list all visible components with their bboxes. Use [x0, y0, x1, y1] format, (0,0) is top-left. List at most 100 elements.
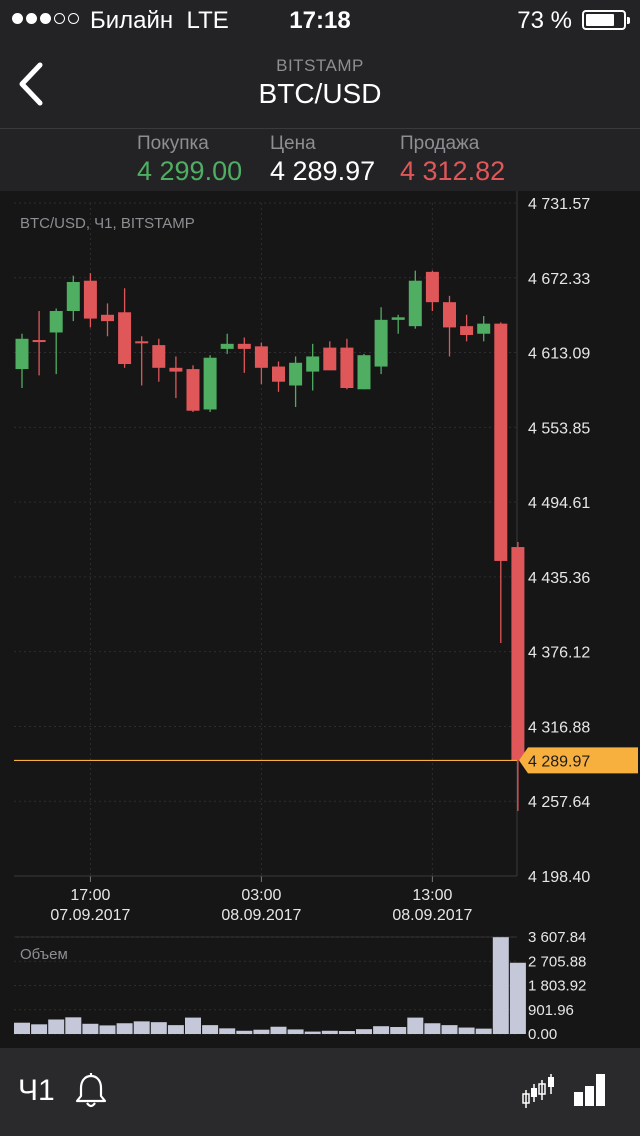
candle-body: [15, 338, 29, 370]
volume-bar: [270, 1026, 287, 1034]
bottom-toolbar: Ч1: [0, 1048, 640, 1136]
candle-body: [494, 323, 508, 561]
candle-body: [374, 319, 388, 367]
sell-value: 4 312.82: [400, 156, 506, 186]
exchange-name: BITSTAMP: [276, 56, 364, 75]
candle-body: [254, 346, 268, 368]
carrier-label: Билайн LTE: [90, 7, 229, 34]
candle-body: [135, 341, 149, 344]
buy-quote: Покупка 4 299.00: [137, 133, 242, 187]
candle-body: [220, 343, 234, 349]
volume-bar: [475, 1028, 492, 1034]
x-tick-time: 13:00: [412, 887, 452, 904]
volume-bar: [219, 1028, 236, 1034]
signal-dot: [40, 13, 51, 24]
signal-strength-icon: [12, 13, 79, 24]
status-time: 17:18: [289, 7, 351, 34]
volume-bar: [441, 1025, 458, 1034]
candle-body: [83, 280, 97, 319]
candle-body: [237, 343, 251, 349]
candle-body: [152, 345, 166, 368]
battery-percent: 73 %: [517, 7, 572, 34]
price-chart[interactable]: 4 731.57 4 672.33 4 613.09 4 553.85 4 494.61…: [0, 191, 640, 1048]
back-button[interactable]: [14, 60, 54, 108]
volume-bar: [287, 1029, 304, 1034]
x-tick-date: 08.09.2017: [392, 907, 472, 924]
volume-bar: [304, 1031, 321, 1034]
volume-bar: [14, 1022, 30, 1034]
navigation-bar: BITSTAMP BTC/USD: [0, 40, 640, 129]
candle-body: [169, 367, 183, 372]
chart-title: BTC/USD, Ч1, BITSTAMP: [20, 215, 195, 232]
candle-body: [425, 271, 439, 303]
candle-body: [460, 326, 474, 335]
candle-body: [340, 347, 354, 389]
candle-body: [408, 280, 422, 327]
battery-icon: [582, 10, 630, 30]
current-price-label: 4 289.97: [528, 753, 590, 770]
y-tick-label: 4 435.36: [528, 570, 590, 587]
volume-bar: [407, 1017, 424, 1034]
signal-dot: [12, 13, 23, 24]
candle-body: [511, 547, 525, 761]
price-label: Цена: [270, 133, 316, 154]
candle-body: [477, 323, 491, 334]
volume-bar: [253, 1029, 270, 1034]
volume-tick-label: 1 803.92: [528, 978, 586, 995]
buy-value: 4 299.00: [137, 156, 243, 186]
volume-title: Объем: [20, 946, 68, 963]
volume-bar: [82, 1023, 99, 1034]
candle-body: [323, 347, 337, 371]
signal-dot: [68, 13, 79, 24]
volume-bar: [31, 1024, 48, 1034]
bell-icon[interactable]: [74, 1072, 108, 1115]
network-type: LTE: [186, 7, 229, 34]
volume-bar: [99, 1025, 116, 1034]
y-tick-label: 4 494.61: [528, 495, 590, 512]
volume-tick-label: 901.96: [528, 1002, 574, 1019]
candle-body: [203, 357, 217, 410]
candle-body: [66, 281, 80, 312]
sell-quote: Продажа 4 312.82: [400, 133, 505, 187]
y-tick-label: 4 316.88: [528, 719, 590, 736]
page-title: BTC/USD: [258, 78, 382, 109]
x-tick-date: 07.09.2017: [50, 907, 130, 924]
status-bar: Билайн LTE 17:18 73 %: [0, 0, 640, 40]
y-tick-label: 4 553.85: [528, 420, 590, 437]
volume-bar: [321, 1030, 338, 1034]
volume-tick-label: 0.00: [528, 1026, 557, 1043]
x-tick-date: 08.09.2017: [221, 907, 301, 924]
volume-bar: [48, 1019, 65, 1034]
signal-dot: [26, 13, 37, 24]
volume-bar: [356, 1029, 372, 1034]
volume-bar: [509, 962, 526, 1034]
sell-label: Продажа: [400, 133, 480, 154]
chart-area[interactable]: 4 731.57 4 672.33 4 613.09 4 553.85 4 494.61…: [0, 191, 640, 1048]
volume-bar: [424, 1023, 441, 1034]
quotes-panel: Покупка 4 299.00 Цена 4 289.97 Продажа 4…: [0, 129, 640, 191]
candle-body: [186, 369, 200, 411]
candle-body: [443, 302, 456, 328]
candle-body: [357, 355, 371, 390]
volume-bar: [458, 1027, 475, 1034]
y-tick-label: 4 376.12: [528, 645, 590, 662]
bar-chart-icon[interactable]: [573, 1072, 607, 1113]
volume-tick-label: 3 607.84: [528, 929, 586, 946]
y-tick-label: 4 198.40: [528, 869, 590, 886]
volume-bar: [338, 1031, 355, 1034]
signal-dot: [54, 13, 65, 24]
y-tick-label: 4 257.64: [528, 794, 590, 811]
interval-button[interactable]: Ч1: [18, 1074, 55, 1107]
candle-body: [32, 340, 46, 343]
x-tick-time: 17:00: [70, 887, 110, 904]
volume-bar: [116, 1023, 133, 1034]
candlestick-chart-icon[interactable]: [520, 1074, 558, 1115]
price-quote: Цена 4 289.97: [270, 133, 375, 187]
candle-body: [289, 362, 303, 386]
y-tick-label: 4 731.57: [528, 196, 590, 213]
volume-bar: [65, 1017, 82, 1034]
x-tick-time: 03:00: [241, 887, 281, 904]
volume-bar: [202, 1025, 219, 1034]
volume-bar: [390, 1027, 407, 1034]
volume-bar: [167, 1025, 184, 1034]
